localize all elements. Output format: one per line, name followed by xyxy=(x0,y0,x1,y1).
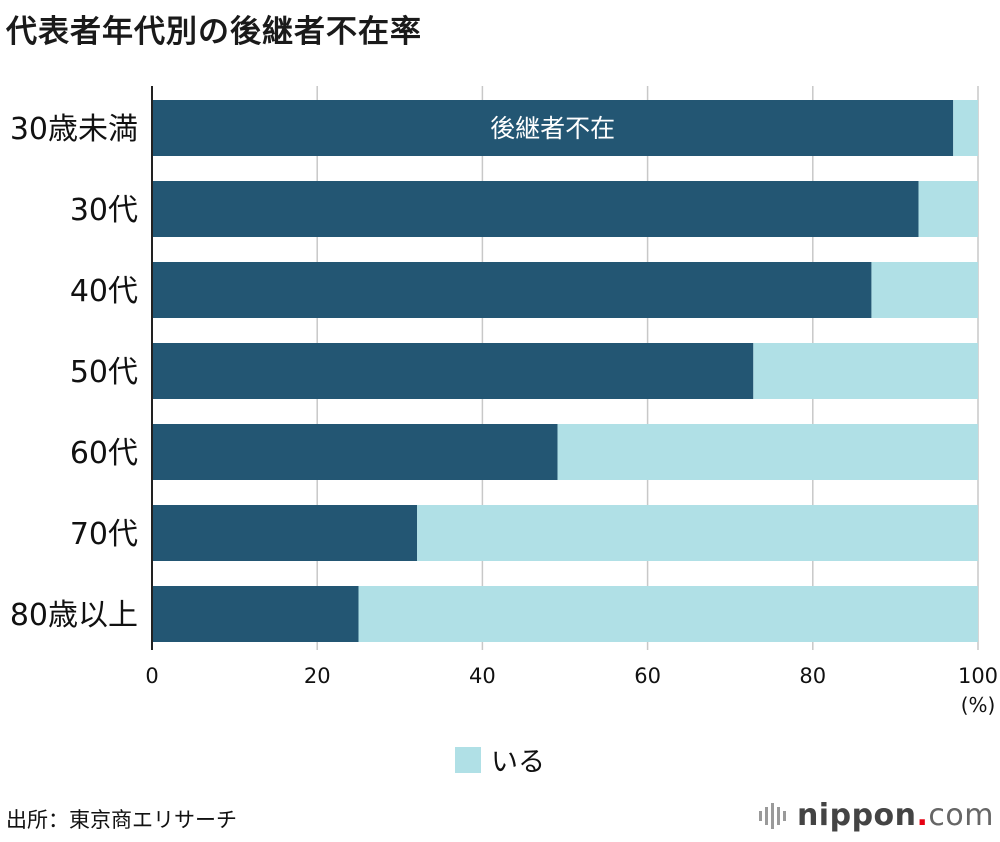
bar-present-4 xyxy=(557,424,978,480)
category-label-4: 60代 xyxy=(70,436,138,471)
category-label-6: 80歳以上 xyxy=(10,598,138,633)
x-tick-label-60: 60 xyxy=(634,664,661,688)
brand-name: nippon xyxy=(796,798,917,833)
category-label-2: 40代 xyxy=(70,274,138,309)
chart-title: 代表者年代別の後継者不在率 xyxy=(6,14,422,50)
x-tick-label-20: 20 xyxy=(304,664,331,688)
category-label-1: 30代 xyxy=(70,193,138,228)
category-label-5: 70代 xyxy=(70,517,138,552)
category-label-3: 50代 xyxy=(70,355,138,390)
bar-absent-0 xyxy=(152,100,954,156)
legend: いる xyxy=(455,740,545,779)
bar-absent-1 xyxy=(152,181,919,237)
bar-absent-2 xyxy=(152,262,872,318)
bar-absent-6 xyxy=(152,586,359,642)
nippon-logo: nippon. com xyxy=(758,798,994,833)
logo-bars-icon xyxy=(758,802,789,829)
bar-present-5 xyxy=(417,505,978,561)
brand-dot: . xyxy=(916,798,929,833)
x-unit-label: (%) xyxy=(961,693,996,717)
bar-absent-5 xyxy=(152,505,418,561)
brand-tld: com xyxy=(928,798,994,833)
bar-absent-3 xyxy=(152,343,754,399)
bar-present-2 xyxy=(871,262,978,318)
bar-present-3 xyxy=(753,343,978,399)
inline-series-label: 後継者不在 xyxy=(490,114,615,143)
bar-present-1 xyxy=(918,181,978,237)
bar-present-0 xyxy=(953,100,978,156)
category-label-0: 30歳未満 xyxy=(10,112,138,147)
x-tick-label-0: 0 xyxy=(145,664,158,688)
legend-swatch-present xyxy=(455,746,481,773)
x-tick-label-100: 100 xyxy=(958,664,998,688)
legend-label-present: いる xyxy=(491,747,545,778)
x-tick-label-40: 40 xyxy=(469,664,496,688)
source-note: 出所：東京商エリサーチ xyxy=(6,808,237,832)
bar-absent-4 xyxy=(152,424,558,480)
bar-present-6 xyxy=(358,586,978,642)
x-tick-label-80: 80 xyxy=(799,664,826,688)
